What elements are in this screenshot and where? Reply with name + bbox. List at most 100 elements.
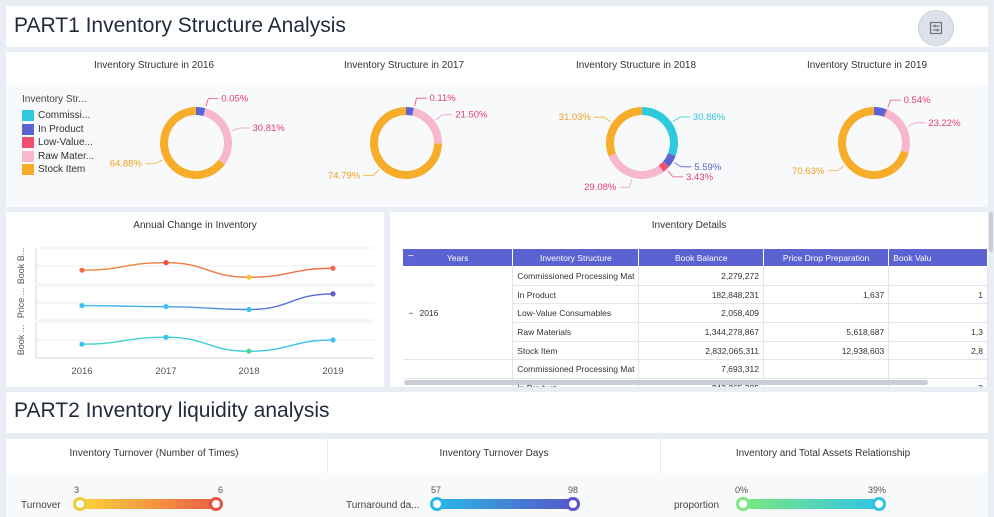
donut-slice[interactable] — [658, 161, 670, 172]
turnaround-min-handle[interactable] — [430, 497, 444, 511]
series-point[interactable] — [246, 274, 252, 280]
turnaround-max: 98 — [568, 485, 579, 495]
donut-slice[interactable] — [642, 107, 679, 156]
legend-item-commissioned[interactable]: Commissi... — [22, 109, 94, 123]
donut-slice-label: 70.63% — [792, 166, 825, 177]
part2-header: PART2 Inventory liquidity analysis — [6, 392, 988, 433]
legend-item-low-value[interactable]: Low-Value... — [22, 136, 94, 150]
series-point[interactable] — [246, 348, 252, 354]
turnover-max-handle[interactable] — [209, 497, 223, 511]
series-point[interactable] — [79, 341, 85, 347]
structure-legend: Inventory Str... Commissi... In Product … — [22, 94, 94, 177]
book-value-cell — [888, 266, 988, 286]
donut-slice[interactable] — [412, 107, 442, 144]
book-balance-cell: 2,058,409 — [638, 303, 764, 324]
legend-label: Commissi... — [38, 110, 91, 122]
series-point[interactable] — [330, 265, 336, 271]
series-point[interactable] — [246, 306, 252, 313]
year-group-cell[interactable]: −2016 — [402, 266, 514, 361]
col-book-balance[interactable]: Book Balance — [638, 248, 764, 267]
label-leader-line — [674, 162, 692, 168]
structure-cell: Commissioned Processing Mat — [512, 359, 640, 380]
turnaround-days-label: Turnaround da... — [346, 500, 420, 511]
series-line — [81, 261, 334, 278]
proportion-min: 0% — [735, 485, 749, 495]
donut-slice[interactable] — [606, 107, 642, 157]
structure-cell: Raw Materials — [512, 322, 640, 342]
part1-header: PART1 Inventory Structure Analysis — [6, 6, 988, 47]
donut-slice[interactable] — [406, 107, 414, 116]
panel-divider — [327, 439, 328, 473]
series-point[interactable] — [330, 337, 336, 343]
donut-slice-label: 3.43% — [686, 172, 713, 183]
band-y-label: Book ... — [16, 325, 26, 356]
donut-2018: 30.86% 5.59%3.43% 29.08% 31.03% — [559, 107, 726, 193]
donut-slice[interactable] — [608, 153, 664, 179]
table-horizontal-scrollbar[interactable] — [404, 380, 928, 385]
collapse-all-icon[interactable]: − — [408, 251, 414, 262]
donut-title-2018: Inventory Structure in 2018 — [575, 60, 697, 71]
label-leader-line — [887, 99, 901, 108]
structure-cell: Commissioned Processing Mat — [512, 266, 640, 286]
proportion-max-handle[interactable] — [872, 497, 886, 511]
donut-slice-label: 23.22% — [928, 118, 961, 129]
turnaround-max-handle[interactable] — [566, 497, 580, 511]
book-value-cell: 1,3 — [888, 322, 988, 342]
part2-title: PART2 Inventory liquidity analysis — [14, 399, 330, 422]
table-row: Raw Materials 1,344,278,867 5,618,687 1,… — [403, 322, 988, 342]
label-leader-line — [144, 159, 163, 165]
legend-item-stock-item[interactable]: Stock Item — [22, 163, 94, 177]
series-point[interactable] — [163, 260, 169, 266]
turnover-range-track[interactable] — [78, 499, 222, 509]
table-title: Inventory Details — [651, 220, 727, 231]
col-book-value[interactable]: Book Valu — [888, 248, 988, 267]
legend-swatch — [22, 137, 34, 149]
filter-settings-icon — [929, 21, 943, 35]
series-point[interactable] — [163, 334, 169, 340]
col-price-drop[interactable]: Price Drop Preparation — [762, 248, 890, 267]
donut-slice[interactable] — [884, 109, 910, 153]
turnaround-range-track[interactable] — [436, 499, 576, 509]
collapse-group-icon[interactable]: − — [408, 308, 414, 319]
donut-slice[interactable] — [663, 153, 676, 167]
series-line — [81, 336, 334, 352]
legend-swatch — [22, 123, 34, 135]
legend-label: In Product — [38, 123, 84, 135]
price-drop-cell: 12,938,603 — [763, 341, 890, 361]
legend-swatch — [22, 150, 34, 162]
series-point[interactable] — [330, 291, 336, 297]
series-point[interactable] — [79, 303, 85, 309]
table-row: Stock Item 2,832,065,311 12,938,603 2,8 — [403, 341, 988, 361]
donut-slice[interactable] — [203, 108, 232, 165]
label-leader-line — [619, 179, 632, 188]
book-value-cell — [888, 303, 988, 324]
legend-item-in-product[interactable]: In Product — [22, 123, 94, 137]
proportion-range-track[interactable] — [742, 499, 882, 509]
col-years[interactable]: − Years — [401, 248, 514, 267]
legend-label: Low-Value... — [38, 137, 93, 149]
label-leader-line — [414, 97, 427, 107]
x-tick-label: 2016 — [71, 366, 92, 377]
settings-button[interactable] — [918, 10, 954, 46]
donut-slice-label: 5.59% — [694, 162, 721, 173]
donut-slice[interactable] — [883, 109, 888, 118]
proportion-min-handle[interactable] — [736, 497, 750, 511]
donut-slice[interactable] — [874, 107, 887, 117]
legend-item-raw-materials[interactable]: Raw Mater... — [22, 150, 94, 164]
book-balance-cell: 2,832,065,311 — [638, 341, 764, 361]
donut-slice[interactable] — [412, 107, 415, 116]
page-vertical-scrollbar[interactable] — [989, 212, 993, 252]
book-balance-cell: 1,344,278,867 — [638, 322, 764, 342]
book-balance-cell: 7,693,312 — [638, 359, 764, 380]
col-inventory-structure[interactable]: Inventory Structure — [512, 248, 640, 267]
donut-2017: 0.11% 21.50% 74.79% — [328, 93, 488, 181]
proportion-label: proportion — [674, 500, 720, 511]
turnover-min-handle[interactable] — [73, 497, 87, 511]
donut-slice[interactable] — [203, 108, 206, 116]
donut-slice[interactable] — [196, 107, 206, 116]
donut-slice-label: 21.50% — [455, 110, 488, 121]
series-point[interactable] — [79, 267, 85, 273]
donut-chart-area — [6, 84, 988, 207]
series-point[interactable] — [163, 304, 169, 310]
band-y-label: Book B... — [16, 248, 26, 285]
